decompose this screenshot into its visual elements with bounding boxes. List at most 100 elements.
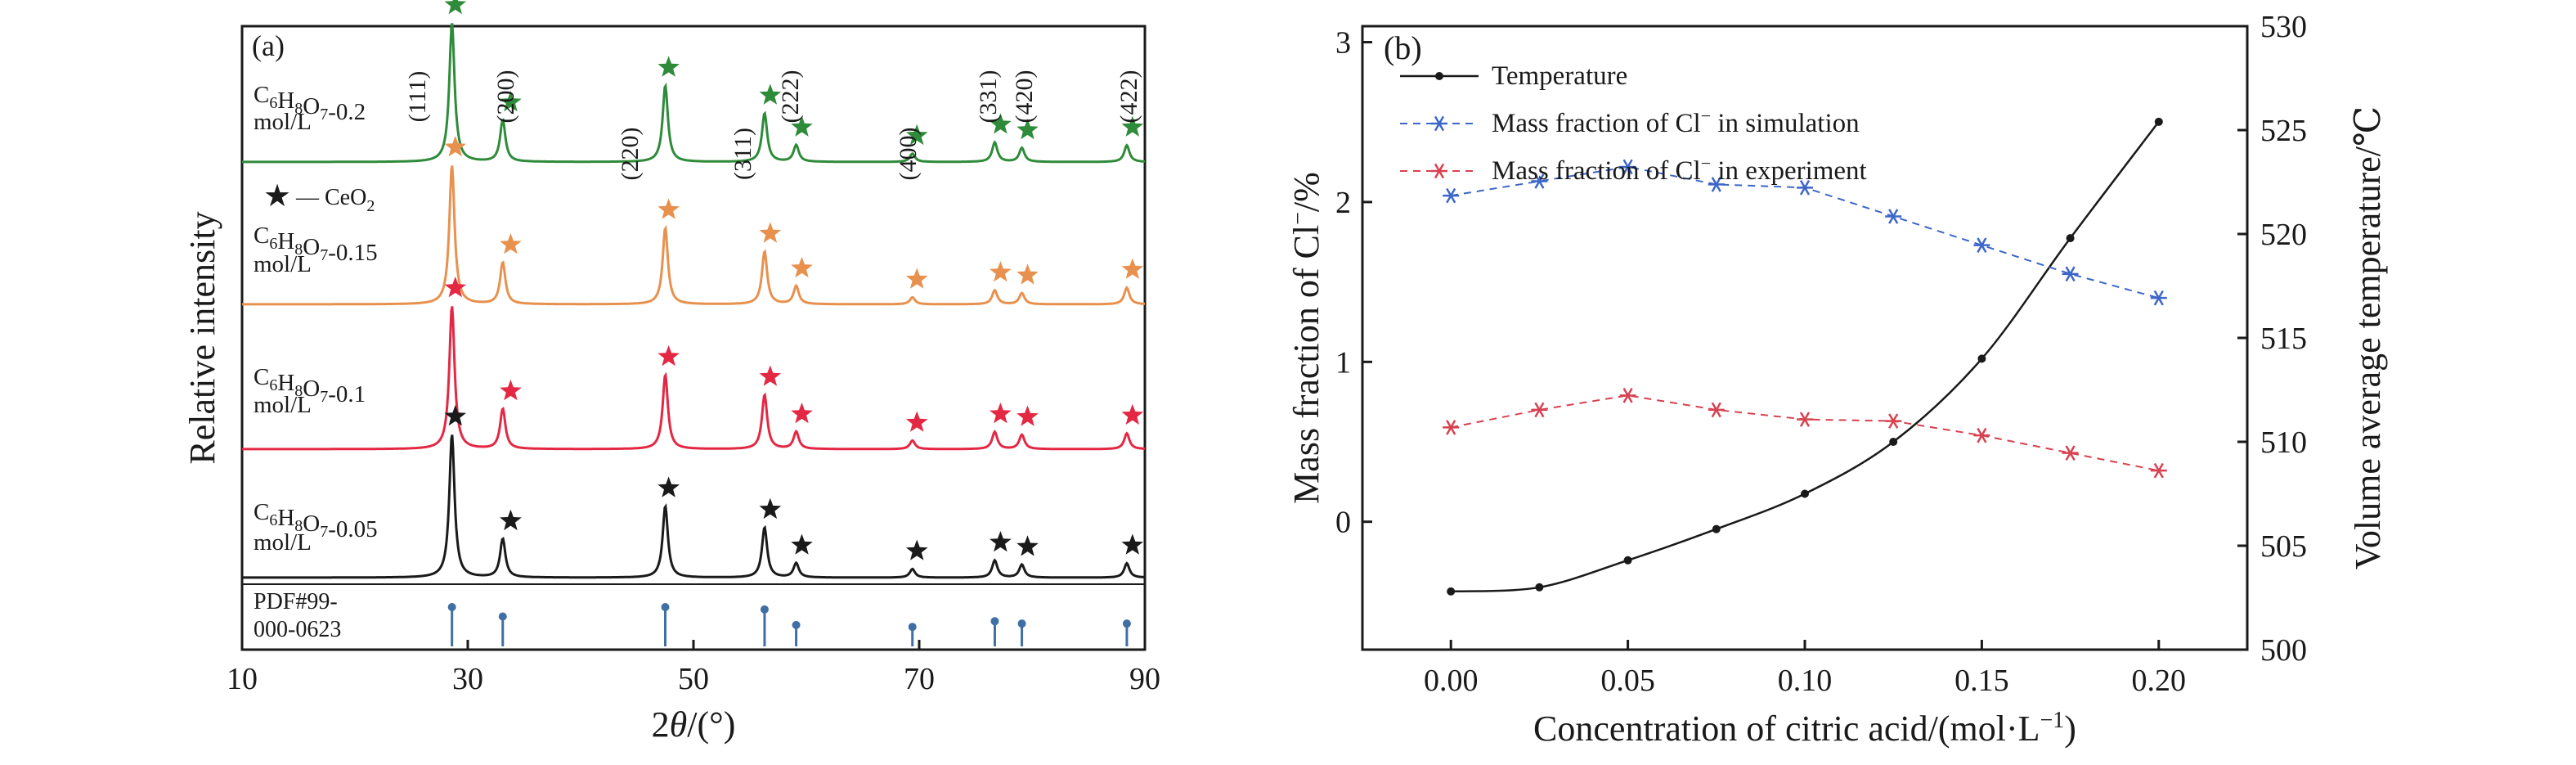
xrd-pattern-line bbox=[242, 165, 1146, 306]
reference-label-code: 000-0623 bbox=[254, 617, 341, 642]
panel-b-y-axis-label: Mass fraction of Cl−/% bbox=[1286, 172, 1326, 504]
peak-star-icon bbox=[990, 261, 1012, 282]
y-tick-label: 2 bbox=[1335, 186, 1351, 220]
peak-star-icon bbox=[759, 222, 782, 243]
series-label: C6H8O7-0.15 bbox=[254, 223, 378, 266]
series-point bbox=[1708, 402, 1725, 418]
panel-b-x-axis-label: Concentration of citric acid/(mol·L−1) bbox=[1533, 708, 2076, 749]
peak-star-icon bbox=[500, 91, 522, 112]
y2-tick-label: 505 bbox=[2260, 529, 2307, 564]
hkl-label: (422) bbox=[1115, 70, 1142, 124]
x-tick-label: 10 bbox=[227, 662, 258, 696]
x-tick-label: 0.20 bbox=[2132, 664, 2187, 698]
series-point bbox=[2062, 266, 2079, 282]
peak-star-icon bbox=[657, 198, 680, 219]
reference-stick-dot bbox=[661, 603, 670, 611]
y-tick-label: 0 bbox=[1335, 506, 1351, 540]
legend-entry: Mass fraction of Cl− in simulation bbox=[1400, 106, 1860, 138]
peak-star-icon bbox=[1016, 405, 1039, 426]
series-point bbox=[1885, 209, 1902, 224]
peak-star-icon bbox=[444, 277, 467, 298]
series-line bbox=[1451, 394, 2159, 472]
series-point bbox=[1619, 159, 1636, 175]
series-point bbox=[1443, 420, 1460, 435]
peak-star-icon bbox=[759, 83, 782, 105]
peak-star-icon bbox=[1016, 263, 1039, 285]
series-point bbox=[2150, 462, 2167, 479]
series-line bbox=[1451, 121, 2160, 593]
panel-a-xrd-chart: (a) 10 30 50 70 90 C6H8O7-0.2mol/LC6H8O7-0.1… bbox=[182, 0, 1160, 745]
x-tick-label: 30 bbox=[452, 662, 483, 696]
peak-star-icon bbox=[500, 380, 522, 401]
panel-a-plot-frame bbox=[240, 25, 1147, 651]
panel-a-y-axis-label: Relative intensity bbox=[182, 211, 222, 464]
series-label-unit: mol/L bbox=[254, 392, 312, 418]
series-point bbox=[1801, 489, 1809, 498]
peak-star-icon bbox=[905, 411, 928, 432]
hkl-label: (400) bbox=[895, 128, 922, 181]
series-point bbox=[1973, 237, 1990, 253]
hkl-label: (311) bbox=[729, 128, 756, 180]
legend-label: — CeO2 bbox=[295, 185, 375, 215]
peak-star-icon bbox=[990, 113, 1012, 134]
series-point bbox=[1619, 388, 1636, 403]
peak-star-icon bbox=[791, 533, 813, 555]
y-tick-label: 3 bbox=[1335, 26, 1351, 61]
series-point bbox=[1531, 173, 1548, 189]
series-point bbox=[1623, 556, 1632, 565]
series-point bbox=[1447, 587, 1456, 596]
panel-b-label: (b) bbox=[1384, 29, 1422, 66]
series-point bbox=[1712, 524, 1721, 533]
peak-star-icon bbox=[1016, 119, 1039, 140]
peak-star-icon bbox=[500, 233, 522, 254]
peak-star-icon bbox=[444, 136, 467, 157]
hkl-label: (222) bbox=[777, 70, 804, 124]
legend-entry: Mass fraction of Cl− in experiment bbox=[1400, 153, 1867, 186]
peak-star-icon bbox=[1121, 258, 1144, 279]
x-tick-label: 0.00 bbox=[1424, 664, 1479, 698]
panel-b-y2-axis-label: Volume average temperature/℃ bbox=[2348, 106, 2388, 569]
y2-tick-label: 525 bbox=[2260, 114, 2307, 148]
legend-label-sub: 2 bbox=[366, 197, 375, 215]
panel-a-x-ticks: 10 30 50 70 90 bbox=[227, 640, 1160, 696]
reference-stick-dot bbox=[447, 603, 456, 611]
peak-star-icon bbox=[1121, 115, 1144, 137]
legend-label: Mass fraction of Cl− in simulation bbox=[1492, 106, 1860, 138]
series-point bbox=[1797, 180, 1813, 196]
reference-stick-dot bbox=[1017, 619, 1026, 628]
reference-stick-dot bbox=[760, 605, 769, 614]
reference-stick-dot bbox=[1122, 619, 1131, 628]
series-point bbox=[1531, 402, 1548, 418]
peak-star-icon bbox=[990, 403, 1012, 424]
peak-star-icon bbox=[1121, 403, 1144, 425]
peak-star-icon bbox=[791, 115, 813, 137]
series-point bbox=[2062, 445, 2079, 461]
series-point bbox=[2154, 117, 2163, 126]
panel-b-ticks: 0.00 0.05 0.10 0.15 0.20 0 1 2 3 500 505 510 515 520 5… bbox=[1335, 10, 2307, 698]
series-point bbox=[1535, 583, 1544, 592]
hkl-label: (420) bbox=[1011, 70, 1038, 124]
series-point bbox=[1885, 413, 1902, 429]
legend-label: Temperature bbox=[1492, 61, 1627, 91]
series bbox=[1443, 388, 2167, 479]
legend-label: Mass fraction of Cl− in experiment bbox=[1492, 153, 1867, 186]
reference-stick-dot bbox=[990, 617, 999, 626]
series-point bbox=[1973, 427, 1990, 443]
peak-star-icon bbox=[759, 497, 782, 520]
legend-label-main: — CeO bbox=[295, 185, 366, 210]
series bbox=[1447, 117, 2163, 596]
series-point bbox=[2150, 290, 2167, 306]
series-point bbox=[1889, 438, 1898, 446]
series-point bbox=[1797, 412, 1813, 427]
xrd-pattern-line bbox=[242, 306, 1146, 451]
panel-a-legend: ★ — CeO2 bbox=[263, 179, 375, 215]
x-tick-label: 0.10 bbox=[1778, 664, 1833, 698]
panel-a-x-axis-label: 2θ/(°) bbox=[652, 704, 736, 745]
series-label-unit: mol/L bbox=[254, 251, 312, 277]
xrd-pattern-line bbox=[242, 23, 1146, 164]
series-label: C6H8O7-0.2 bbox=[254, 82, 366, 125]
